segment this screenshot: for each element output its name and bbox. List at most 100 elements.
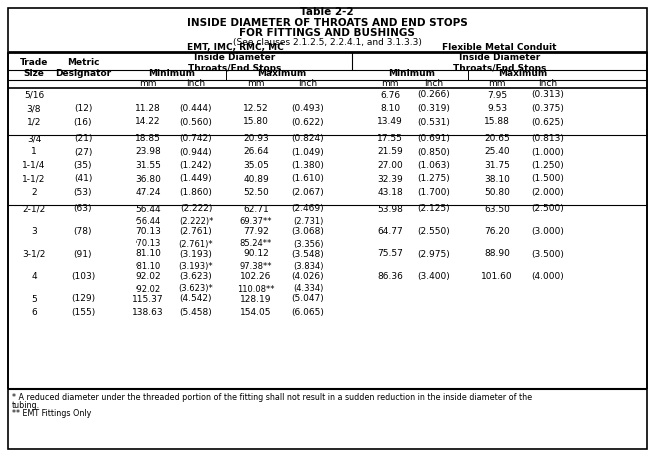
Text: (0.531): (0.531) [418, 117, 451, 127]
Text: Trade
Size: Trade Size [20, 58, 48, 78]
Text: (0.625): (0.625) [532, 117, 565, 127]
Text: (35): (35) [74, 161, 92, 170]
Text: 35.05: 35.05 [243, 161, 269, 170]
Text: (1.000): (1.000) [532, 148, 565, 156]
Text: 3-1/2: 3-1/2 [22, 250, 46, 259]
Text: 88.90: 88.90 [484, 250, 510, 259]
Text: (41): (41) [74, 175, 92, 184]
Text: 90.12: 90.12 [243, 250, 269, 259]
Text: (1.049): (1.049) [291, 148, 324, 156]
Text: (0.560): (0.560) [179, 117, 212, 127]
Text: 9.53: 9.53 [487, 104, 507, 113]
Text: 5: 5 [31, 294, 37, 303]
Text: 17.55: 17.55 [377, 134, 403, 143]
Text: (4.334): (4.334) [293, 285, 323, 293]
Text: Metric
Designator: Metric Designator [55, 58, 111, 78]
Text: (0.622): (0.622) [291, 117, 324, 127]
Text: 154.05: 154.05 [240, 308, 272, 317]
Text: 20.93: 20.93 [243, 134, 269, 143]
Text: (3.548): (3.548) [291, 250, 324, 259]
Text: 110.08**: 110.08** [237, 285, 274, 293]
Text: Minimum: Minimum [149, 69, 195, 79]
Text: 77.92: 77.92 [243, 227, 269, 236]
Text: 18.85: 18.85 [135, 134, 161, 143]
Text: (0.266): (0.266) [418, 90, 451, 100]
Text: 15.80: 15.80 [243, 117, 269, 127]
Text: 47.24: 47.24 [135, 188, 160, 197]
Text: (2.761): (2.761) [179, 227, 212, 236]
Text: Maximum: Maximum [257, 69, 307, 79]
Text: (78): (78) [74, 227, 92, 236]
Text: 115.37: 115.37 [132, 294, 164, 303]
Text: (0.493): (0.493) [291, 104, 324, 113]
Text: (2.975): (2.975) [418, 250, 451, 259]
Text: (2.000): (2.000) [532, 188, 565, 197]
Text: 52.50: 52.50 [243, 188, 269, 197]
Text: (2.500): (2.500) [532, 204, 565, 213]
Text: 92.02: 92.02 [135, 272, 161, 281]
Text: inch: inch [538, 79, 557, 87]
Text: 3: 3 [31, 227, 37, 236]
Text: (4.026): (4.026) [291, 272, 324, 281]
Text: 56.44: 56.44 [135, 204, 161, 213]
Text: 3/8: 3/8 [27, 104, 41, 113]
Text: (1.860): (1.860) [179, 188, 212, 197]
Text: (3.623)*: (3.623)* [179, 285, 214, 293]
Text: 85.24**: 85.24** [240, 239, 272, 249]
Text: mm: mm [140, 79, 157, 87]
Text: (1.242): (1.242) [179, 161, 212, 170]
Text: (12): (12) [74, 104, 92, 113]
Text: 63.50: 63.50 [484, 204, 510, 213]
Text: mm: mm [381, 79, 399, 87]
Text: 12.52: 12.52 [243, 104, 269, 113]
Text: 13.49: 13.49 [377, 117, 403, 127]
Text: ⁱ81.10: ⁱ81.10 [136, 262, 160, 271]
Text: (3.623): (3.623) [179, 272, 212, 281]
Text: (2.222)*: (2.222)* [179, 217, 213, 226]
Text: (0.375): (0.375) [532, 104, 565, 113]
Text: (5.458): (5.458) [179, 308, 212, 317]
Text: FOR FITTINGS AND BUSHINGS: FOR FITTINGS AND BUSHINGS [239, 28, 415, 38]
Text: 64.77: 64.77 [377, 227, 403, 236]
Text: 11.28: 11.28 [135, 104, 161, 113]
Text: ⁱ56.44: ⁱ56.44 [136, 217, 160, 226]
Text: EMT, IMC, RMC, MC
Inside Diameter
Throats/End Stops: EMT, IMC, RMC, MC Inside Diameter Throat… [187, 43, 284, 73]
Text: 32.39: 32.39 [377, 175, 403, 184]
Text: (4.542): (4.542) [179, 294, 212, 303]
Text: (3.193)*: (3.193)* [179, 262, 214, 271]
Text: 128.19: 128.19 [240, 294, 272, 303]
Text: 21.59: 21.59 [377, 148, 403, 156]
Text: (155): (155) [71, 308, 95, 317]
Text: (63): (63) [74, 204, 92, 213]
Text: (129): (129) [71, 294, 95, 303]
Text: 2-1/2: 2-1/2 [22, 204, 46, 213]
Text: (4.000): (4.000) [532, 272, 565, 281]
Text: 62.71: 62.71 [243, 204, 269, 213]
Text: inch: inch [187, 79, 206, 87]
Text: (1.500): (1.500) [532, 175, 565, 184]
Text: (2.469): (2.469) [291, 204, 324, 213]
Text: (3.000): (3.000) [532, 227, 565, 236]
Text: 70.13: 70.13 [135, 227, 161, 236]
Text: 38.10: 38.10 [484, 175, 510, 184]
Text: 15.88: 15.88 [484, 117, 510, 127]
Text: (5.047): (5.047) [291, 294, 324, 303]
Text: 31.75: 31.75 [484, 161, 510, 170]
Text: 102.26: 102.26 [240, 272, 272, 281]
Text: 6.76: 6.76 [380, 90, 400, 100]
Text: (53): (53) [74, 188, 92, 197]
Text: Flexible Metal Conduit
Inside Diameter
Throats/End Stops: Flexible Metal Conduit Inside Diameter T… [442, 43, 557, 73]
Text: (1.700): (1.700) [418, 188, 451, 197]
Text: (1.380): (1.380) [291, 161, 324, 170]
Text: 1: 1 [31, 148, 37, 156]
Text: (3.068): (3.068) [291, 227, 324, 236]
Text: (0.824): (0.824) [291, 134, 324, 143]
Text: Minimum: Minimum [388, 69, 436, 79]
Text: INSIDE DIAMETER OF THROATS AND END STOPS: INSIDE DIAMETER OF THROATS AND END STOPS [187, 18, 468, 28]
Text: (2.731): (2.731) [293, 217, 323, 226]
Text: 81.10: 81.10 [135, 250, 161, 259]
Text: (0.319): (0.319) [418, 104, 451, 113]
Text: 76.20: 76.20 [484, 227, 510, 236]
Text: (2.761)*: (2.761)* [179, 239, 214, 249]
Text: inch: inch [424, 79, 443, 87]
